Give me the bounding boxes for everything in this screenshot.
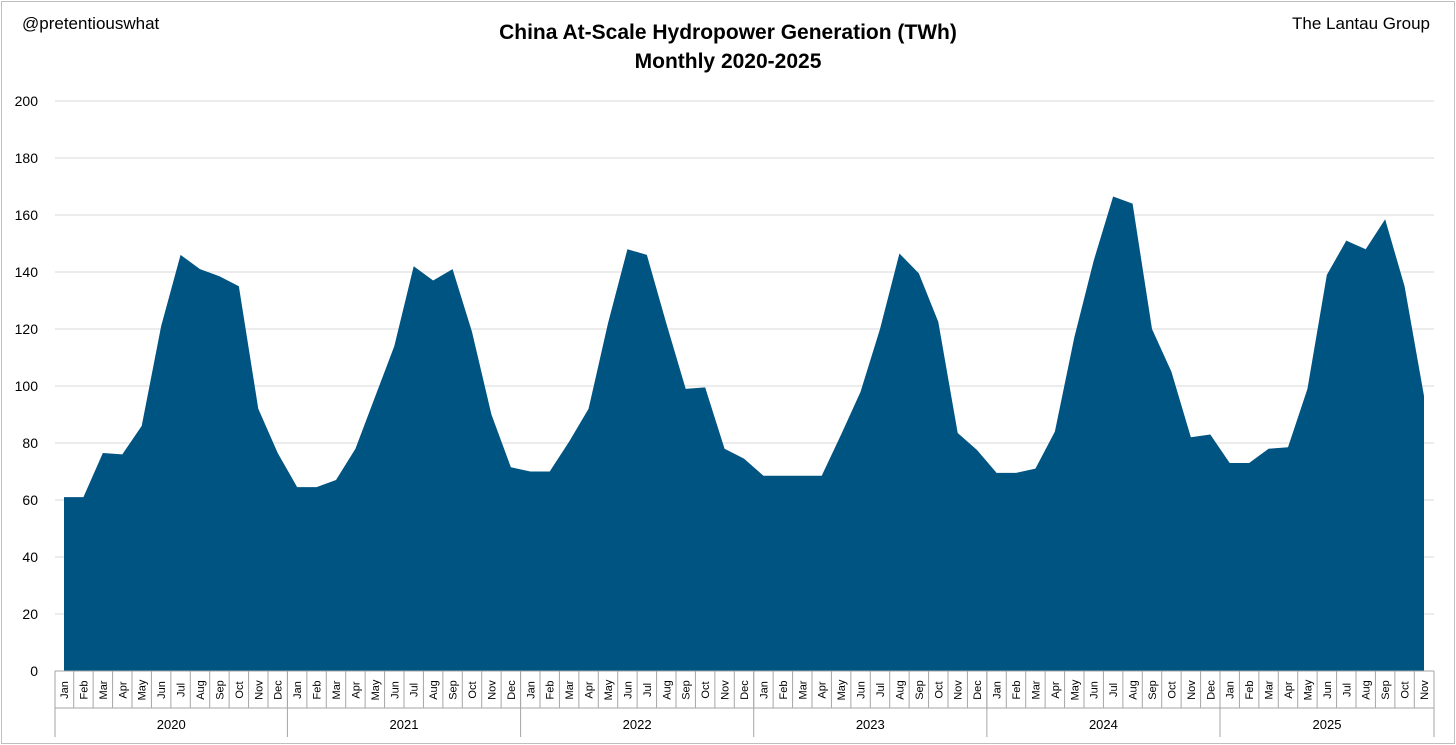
y-tick-label: 200 (15, 93, 39, 109)
year-label: 2022 (623, 717, 652, 732)
source-brand: The Lantau Group (1292, 14, 1430, 33)
month-label: Feb (1244, 681, 1256, 700)
month-label: Nov (253, 680, 265, 700)
month-label: Feb (778, 681, 790, 700)
y-tick-label: 140 (15, 264, 39, 280)
hydropower-area (64, 196, 1424, 671)
month-label: Apr (817, 681, 829, 698)
month-label: Mar (1030, 680, 1042, 699)
month-label: Oct (700, 681, 712, 698)
month-label: Apr (1283, 681, 1295, 698)
y-tick-label: 80 (22, 435, 38, 451)
y-tick-label: 40 (22, 549, 38, 565)
month-label: May (1069, 679, 1081, 700)
month-label: Apr (584, 681, 596, 698)
month-label: May (836, 679, 848, 700)
y-tick-label: 100 (15, 378, 39, 394)
year-label: 2021 (390, 717, 419, 732)
year-label: 2025 (1313, 717, 1342, 732)
month-label: Dec (273, 680, 285, 700)
x-axis: 2020 2021 2022 2023 2024 2025 Jan Feb Mar Apr May J… (54, 670, 1435, 737)
month-label: Jul (176, 683, 188, 697)
month-label: Aug (428, 680, 440, 700)
month-label: Jul (1108, 683, 1120, 697)
month-label: Aug (195, 680, 207, 700)
month-label: Sep (214, 680, 226, 700)
month-label: Sep (448, 680, 460, 700)
month-label: Mar (1264, 680, 1276, 699)
month-label: Dec (739, 680, 751, 700)
month-label: Mar (331, 680, 343, 699)
y-tick-label: 120 (15, 321, 39, 337)
month-label: Jun (1322, 681, 1334, 699)
y-tick-label: 0 (30, 663, 38, 679)
month-label: Sep (681, 680, 693, 700)
y-tick-label: 180 (15, 150, 39, 166)
area-series (64, 196, 1424, 671)
month-label: Jan (59, 681, 71, 699)
month-label: May (137, 679, 149, 700)
y-axis-tick-labels: 0 20 40 60 80 100 120 140 160 180 200 (15, 93, 39, 679)
month-label: Jul (875, 683, 887, 697)
chart-title: China At-Scale Hydropower Generation (TW… (0, 18, 1456, 76)
month-label: Jun (622, 681, 634, 699)
year-label: 2023 (856, 717, 885, 732)
month-label: Mar (797, 680, 809, 699)
month-label: Jan (992, 681, 1004, 699)
month-label: Jan (758, 681, 770, 699)
month-label: Oct (467, 681, 479, 698)
month-label: Oct (1166, 681, 1178, 698)
month-label: Aug (1128, 680, 1140, 700)
month-label: Nov (720, 680, 732, 700)
month-label: Sep (1380, 680, 1392, 700)
month-label: Nov (953, 680, 965, 700)
month-label: Dec (1205, 680, 1217, 700)
month-label: May (1302, 679, 1314, 700)
chart-title-line-2: Monthly 2020-2025 (634, 50, 822, 73)
chart-title-line-1: China At-Scale Hydropower Generation (TW… (499, 21, 957, 44)
month-label: Jun (156, 681, 168, 699)
month-label: Jan (292, 681, 304, 699)
month-label: Nov (486, 680, 498, 700)
month-label: May (370, 679, 382, 700)
month-label: Oct (234, 681, 246, 698)
month-label: Oct (933, 681, 945, 698)
y-tick-label: 20 (22, 606, 38, 622)
month-label: Mar (564, 680, 576, 699)
month-label: Feb (78, 681, 90, 700)
month-label: Sep (914, 680, 926, 700)
month-label: Nov (1419, 680, 1431, 700)
month-label: Mar (98, 680, 110, 699)
month-label: Dec (972, 680, 984, 700)
month-label: Nov (1186, 680, 1198, 700)
month-label: Jul (642, 683, 654, 697)
month-label: Aug (661, 680, 673, 700)
month-label: Aug (1361, 680, 1373, 700)
author-handle: @pretentiouswhat (22, 14, 160, 33)
month-label: Apr (1050, 681, 1062, 698)
month-label: Apr (117, 681, 129, 698)
y-tick-label: 160 (15, 207, 39, 223)
month-label: Oct (1400, 681, 1412, 698)
year-label: 2024 (1089, 717, 1118, 732)
month-label: Jul (1341, 683, 1353, 697)
year-label: 2020 (157, 717, 186, 732)
month-label: Jan (1225, 681, 1237, 699)
month-label: Dec (506, 680, 518, 700)
month-label: Sep (1147, 680, 1159, 700)
month-label: Feb (545, 681, 557, 700)
month-label: Jan (525, 681, 537, 699)
month-label: Jun (856, 681, 868, 699)
month-label: Jul (409, 683, 421, 697)
month-label: Aug (894, 680, 906, 700)
month-label: Apr (350, 681, 362, 698)
month-label: Feb (1011, 681, 1023, 700)
month-label: Jun (1089, 681, 1101, 699)
month-label: Jun (389, 681, 401, 699)
y-tick-label: 60 (22, 492, 38, 508)
month-label: Feb (312, 681, 324, 700)
month-label: May (603, 679, 615, 700)
